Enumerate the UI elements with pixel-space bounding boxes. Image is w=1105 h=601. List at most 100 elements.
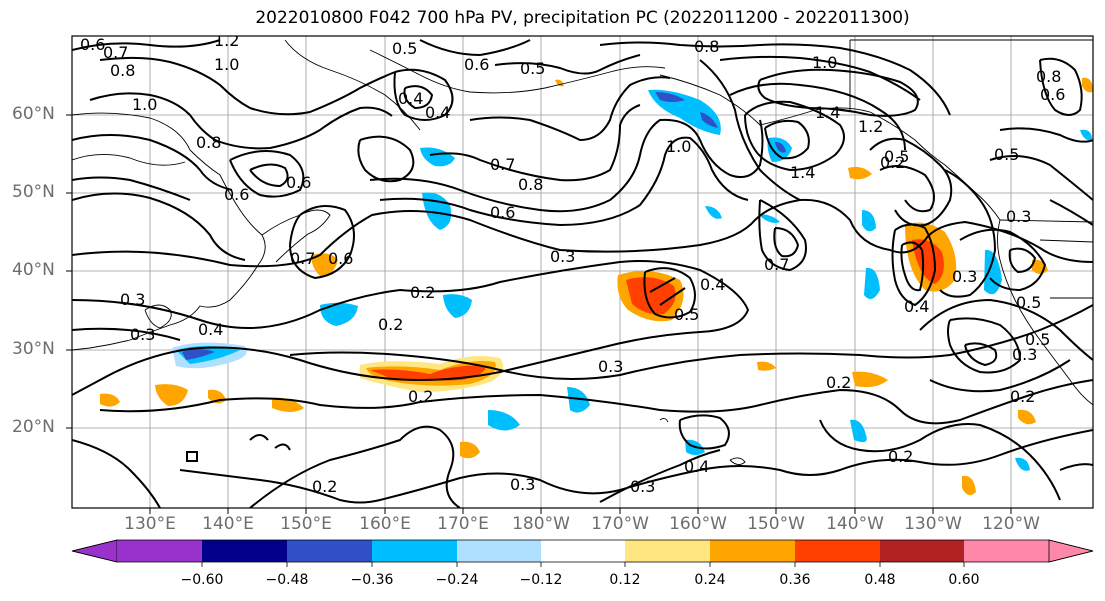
contour-label: 0.8 <box>518 175 543 194</box>
lon-label: 130°W <box>904 514 962 534</box>
contour-label: 0.5 <box>392 39 417 58</box>
colorbar-segment <box>372 540 457 562</box>
contour-label: 0.8 <box>694 37 719 56</box>
contour-label: 0.7 <box>290 249 315 268</box>
colorbar-segment <box>964 540 1049 562</box>
colorbar-label: −0.48 <box>265 572 309 588</box>
precip-pos-area <box>757 361 776 371</box>
lat-label: 50°N <box>12 182 55 202</box>
contour-label: 0.4 <box>904 297 929 316</box>
colorbar-segment <box>1048 539 1094 563</box>
precip-pos-area <box>848 166 872 180</box>
colorbar-label: −0.24 <box>435 572 479 588</box>
lat-label: 30°N <box>12 339 55 359</box>
colorbar-label: −0.36 <box>350 572 394 588</box>
contour-label: 0.6 <box>80 35 105 54</box>
precip-neg-area <box>862 210 876 232</box>
pv-contours <box>72 39 1093 508</box>
contour-label: 0.2 <box>410 283 435 302</box>
lon-label: 160°W <box>669 514 727 534</box>
contour-label: 0.2 <box>378 315 403 334</box>
precip-neg-area <box>182 349 215 360</box>
precip-pos-area <box>370 365 486 381</box>
colorbar <box>71 539 1094 567</box>
contour-label: 0.8 <box>1036 67 1061 86</box>
precip-neg-area <box>864 267 880 299</box>
colorbar-segment <box>457 540 541 562</box>
contour-label: 0.7 <box>764 255 789 274</box>
contour-label: 0.8 <box>110 61 135 80</box>
precip-neg-area <box>443 294 472 318</box>
precip-neg-area <box>705 206 722 219</box>
contour-label: 0.4 <box>398 89 423 108</box>
lat-label: 60°N <box>12 104 55 124</box>
contour-label: 1.4 <box>790 163 815 182</box>
contour-label: 1.4 <box>815 103 840 122</box>
contour-label: 1.0 <box>132 95 157 114</box>
contour-label: 0.3 <box>1006 207 1031 226</box>
precip-pos-area <box>155 384 188 406</box>
contour-label: 0.6 <box>1040 85 1065 104</box>
contour-label: 0.7 <box>490 155 515 174</box>
contour-label: 0.5 <box>1016 293 1041 312</box>
precip-neg-area <box>758 214 780 223</box>
colorbar-segment <box>541 540 625 562</box>
colorbar-label: 0.36 <box>779 572 811 588</box>
lon-label: 130°E <box>124 514 176 534</box>
chart-title: 2022010800 F042 700 hPa PV, precipitatio… <box>255 8 910 28</box>
contour-label: 0.3 <box>630 477 655 496</box>
contour-label: 0.3 <box>130 325 155 344</box>
precip-pos-area <box>962 475 976 496</box>
contour-label: 0.4 <box>700 275 725 294</box>
contour-label: 0.5 <box>674 305 699 324</box>
precip-pos-area <box>1018 409 1036 425</box>
precip-pos-area <box>1082 77 1093 93</box>
contour-label: 1.0 <box>812 53 837 72</box>
precip-neg-area <box>850 419 867 443</box>
lon-label: 150°E <box>280 514 332 534</box>
contour-label: 0.5 <box>884 147 909 166</box>
colorbar-segment <box>71 539 118 563</box>
contour-label: 0.4 <box>198 320 223 339</box>
contour-label: 0.2 <box>1010 387 1035 406</box>
contour-label: 0.2 <box>826 373 851 392</box>
contour-labels: 1.2 0.7 0.8 1.0 0.6 0.5 0.6 0.5 0.8 1.0 … <box>80 35 1065 496</box>
precip-neg-area <box>488 410 520 431</box>
precip-shading <box>100 77 1093 496</box>
map-frame <box>71 35 1094 509</box>
contour-label: 0.2 <box>880 153 905 172</box>
colorbar-segment <box>795 540 880 562</box>
contour-label: 0.2 <box>312 477 337 496</box>
colorbar-label: 0.24 <box>694 572 726 588</box>
colorbar-label: 0.48 <box>864 572 896 588</box>
precip-neg-area <box>700 112 718 128</box>
lon-label: 140°E <box>202 514 254 534</box>
precip-neg-area <box>420 147 455 167</box>
colorbar-label: 0.12 <box>609 572 641 588</box>
colorbar-segment <box>880 540 964 562</box>
colorbar-segment <box>202 540 287 562</box>
contour-label: 1.0 <box>666 137 691 156</box>
contour-label: 1.2 <box>858 117 883 136</box>
lon-label: 120°W <box>982 514 1040 534</box>
contour-label: 0.3 <box>952 267 977 286</box>
lon-label: 140°W <box>826 514 884 534</box>
precip-pos-area <box>100 393 120 407</box>
colorbar-segment <box>287 540 372 562</box>
precip-pos-area <box>852 371 888 388</box>
contour-label: 0.4 <box>425 103 450 122</box>
precip-neg-area <box>984 249 1002 295</box>
precip-neg-area <box>567 387 590 413</box>
lon-label: 170°W <box>591 514 649 534</box>
contour-label: 0.3 <box>598 357 623 376</box>
colorbar-segment <box>117 540 202 562</box>
contour-label: 0.7 <box>103 43 128 62</box>
contour-label: 0.2 <box>888 447 913 466</box>
lon-label: 170°E <box>437 514 489 534</box>
precip-pos-area <box>272 397 304 412</box>
lat-label: 20°N <box>12 417 55 437</box>
lat-label: 40°N <box>12 260 55 280</box>
contour-label: 0.5 <box>1025 330 1050 349</box>
colorbar-segment <box>625 540 710 562</box>
